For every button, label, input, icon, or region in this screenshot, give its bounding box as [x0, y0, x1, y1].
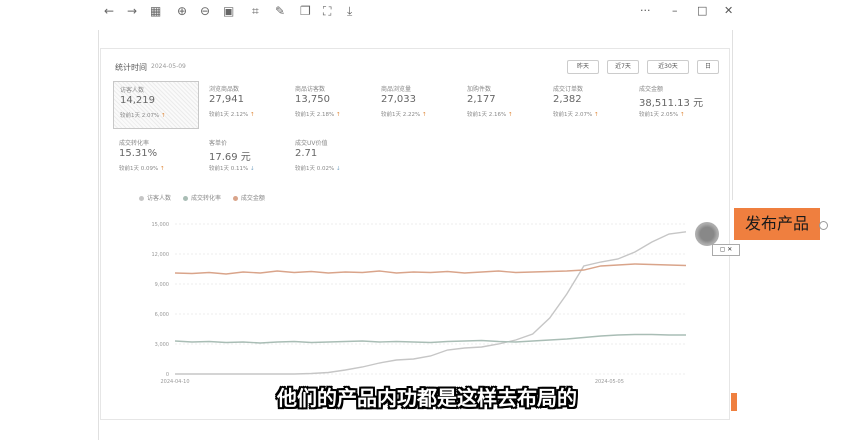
viewer-divider-left	[98, 30, 99, 440]
y-tick-label: 9,000	[155, 282, 169, 288]
side-orange-tab	[731, 393, 737, 411]
metric-compare: 较前1天 2.05% ↑	[639, 112, 685, 118]
metric-label: 访客人数	[120, 87, 145, 94]
trend-up-icon: ↑	[421, 112, 427, 118]
close-icon[interactable]: ✕	[724, 4, 734, 17]
metric-card-visitors[interactable]: 访客人数 14,219 较前1天 2.07% ↑	[113, 81, 199, 129]
connector-ring-icon	[819, 221, 828, 230]
metric-compare: 较前1天 0.02% ↓	[295, 166, 341, 172]
metric-value: 15.31%	[119, 148, 158, 159]
y-tick-label: 3,000	[155, 342, 169, 348]
chart-legend: 访客人数 成交转化率 成交金额	[139, 193, 275, 202]
legend-item-visitors[interactable]: 访客人数	[139, 195, 171, 202]
trend-up-icon: ↑	[679, 112, 685, 118]
metric-compare: 较前1天 0.11% ↓	[209, 166, 255, 172]
metric-value: 2.71	[295, 148, 318, 159]
range-day-button[interactable]: 日	[697, 60, 719, 74]
metric-value: 38,511.13 元	[639, 98, 704, 109]
metric-compare: 较前1天 2.07% ↑	[553, 112, 599, 118]
y-tick-label: 6,000	[155, 312, 169, 318]
trend-up-icon: ↑	[160, 113, 166, 119]
stats-date: 2024-05-09	[151, 63, 186, 70]
y-tick-label: 15,000	[152, 222, 170, 228]
more-icon[interactable]: ···	[640, 4, 651, 17]
metric-label: 加购件数	[467, 86, 492, 93]
trend-up-icon: ↑	[335, 112, 341, 118]
metric-value: 14,219	[120, 95, 155, 106]
metric-card-avg-order-value[interactable]: 客单价 17.69 元 较前1天 0.11% ↓	[203, 135, 287, 181]
metric-compare: 较前1天 2.07% ↑	[120, 113, 166, 119]
metric-label: 客单价	[209, 140, 228, 147]
metric-label: 商品访客数	[295, 86, 326, 93]
crop-icon[interactable]: ⌗	[252, 4, 259, 18]
metric-label: 成交订单数	[553, 86, 584, 93]
legend-item-conversion[interactable]: 成交转化率	[182, 195, 221, 202]
grid-icon[interactable]: ▦	[150, 4, 162, 18]
metric-label: 成交UV价值	[295, 140, 328, 147]
zoom-out-icon[interactable]: ⊖	[200, 4, 211, 18]
trend-up-icon: ↑	[507, 112, 513, 118]
maximize-icon[interactable]: □	[697, 4, 708, 17]
series-line-0	[175, 231, 687, 375]
metric-card-conversion-rate[interactable]: 成交转化率 15.31% 较前1天 0.09% ↑	[113, 135, 197, 181]
metric-card-product-views[interactable]: 浏览商品数 27,941 较前1天 2.12% ↑	[203, 81, 287, 127]
metric-compare: 较前1天 2.12% ↑	[209, 112, 255, 118]
cursor-magnifier	[695, 222, 719, 246]
legend-item-gmv[interactable]: 成交金额	[232, 195, 265, 202]
cursor-tag: ▢ ✕	[712, 244, 740, 256]
metric-card-orders[interactable]: 成交订单数 2,382 较前1天 2.07% ↑	[547, 81, 631, 127]
copy-icon[interactable]: ❐	[300, 4, 311, 18]
metric-label: 成交金额	[639, 86, 664, 93]
metric-card-product-pageviews[interactable]: 商品浏览量 27,033 较前1天 2.22% ↑	[375, 81, 459, 127]
trend-up-icon: ↑	[249, 112, 255, 118]
metric-compare: 较前1天 0.09% ↑	[119, 166, 165, 172]
video-subtitle: 他们的产品内功都是这样去布局的	[277, 386, 577, 410]
trend-up-icon: ↑	[593, 112, 599, 118]
metric-card-uv-value[interactable]: 成交UV价值 2.71 较前1天 0.02% ↓	[289, 135, 373, 181]
metric-card-product-visitors[interactable]: 商品访客数 13,750 较前1天 2.18% ↑	[289, 81, 373, 127]
metric-label: 商品浏览量	[381, 86, 412, 93]
zoom-in-icon[interactable]: ⊕	[177, 4, 188, 18]
metric-label: 成交转化率	[119, 140, 150, 147]
arrow-right-icon[interactable]: →	[127, 4, 138, 18]
metric-value: 17.69 元	[209, 152, 251, 163]
y-tick-label: 0	[166, 372, 169, 378]
series-line-1	[174, 333, 686, 344]
minimize-icon[interactable]: –	[672, 4, 678, 17]
fit-icon[interactable]: ▣	[223, 4, 235, 18]
metric-compare: 较前1天 2.16% ↑	[467, 112, 513, 118]
trend-up-icon: ↑	[159, 166, 165, 172]
range-7days-button[interactable]: 近7天	[607, 60, 639, 74]
trend-line-chart: 0 3,000 6,000 9,000 12,000 15,000 2024-04-10 20…	[152, 222, 687, 385]
x-tick-label: 2024-04-10	[160, 379, 189, 385]
save-icon[interactable]: ⤓	[347, 4, 353, 18]
metric-value: 2,177	[467, 94, 496, 105]
x-tick-label: 2024-05-05	[595, 379, 624, 385]
metric-label: 浏览商品数	[209, 86, 240, 93]
image-viewer-toolbar: ← → ▦ ⊕ ⊖ ▣ ⌗ ✎ ❐ ⛶ ⤓ ··· – □ ✕	[0, 0, 854, 26]
series-line-2	[174, 263, 687, 275]
stats-time-label: 统计时间	[115, 63, 147, 72]
edit-icon[interactable]: ✎	[275, 4, 286, 18]
metric-value: 27,033	[381, 94, 416, 105]
trend-down-icon: ↓	[249, 166, 255, 172]
arrow-left-icon[interactable]: ←	[104, 4, 115, 18]
metric-value: 2,382	[553, 94, 582, 105]
viewer-divider-right	[732, 30, 733, 200]
metric-value: 27,941	[209, 94, 244, 105]
metric-compare: 较前1天 2.18% ↑	[295, 112, 341, 118]
metric-card-gmv[interactable]: 成交金额 38,511.13 元 较前1天 2.05% ↑	[633, 81, 717, 127]
y-tick-label: 12,000	[152, 252, 170, 258]
publish-product-button[interactable]: 发布产品	[734, 208, 820, 240]
range-30days-button[interactable]: 近30天	[647, 60, 689, 74]
metric-value: 13,750	[295, 94, 330, 105]
metric-compare: 较前1天 2.22% ↑	[381, 112, 427, 118]
dashboard-panel: 统计时间 2024-05-09 昨天 近7天 近30天 日 访客人数 14,21…	[100, 48, 730, 420]
range-yesterday-button[interactable]: 昨天	[567, 60, 599, 74]
trend-down-icon: ↓	[335, 166, 341, 172]
metric-card-cart-adds[interactable]: 加购件数 2,177 较前1天 2.16% ↑	[461, 81, 545, 127]
scan-icon[interactable]: ⛶	[323, 4, 332, 18]
